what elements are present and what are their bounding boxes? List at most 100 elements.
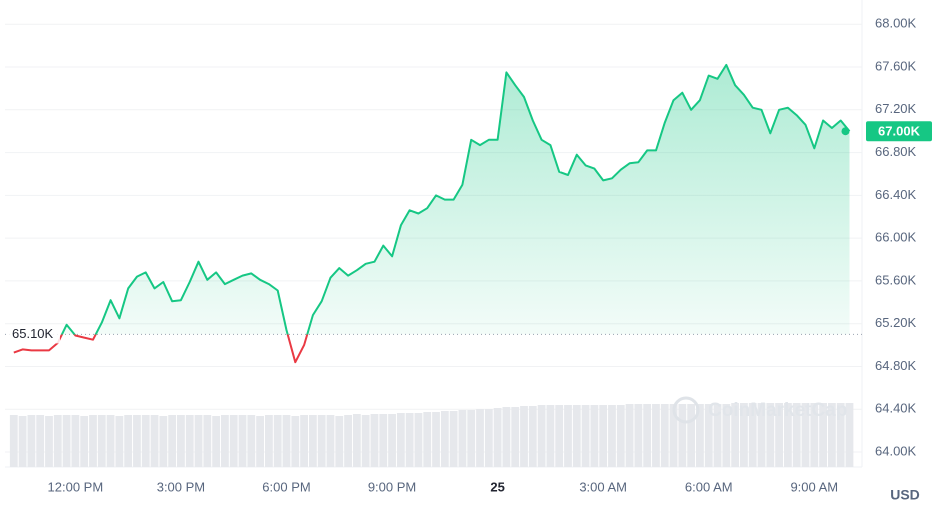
volume-bar — [62, 415, 71, 467]
volume-bar — [9, 415, 18, 467]
volume-bar — [379, 414, 388, 467]
volume-bar — [669, 404, 678, 467]
volume-bar — [704, 404, 713, 467]
x-tick-label: 9:00 PM — [368, 479, 416, 494]
volume-bar — [722, 404, 731, 467]
volume-bar — [370, 414, 379, 467]
volume-bar — [256, 416, 265, 467]
volume-bar — [71, 415, 80, 467]
y-tick-label: 68.00K — [875, 16, 917, 31]
volume-bar — [308, 415, 317, 467]
volume-bar — [238, 415, 247, 467]
volume-bar — [660, 404, 669, 467]
volume-bar — [467, 410, 476, 467]
baseline-label-bg — [8, 325, 60, 344]
volume-bar — [696, 404, 704, 467]
volume-bar — [810, 403, 819, 467]
volume-bar — [168, 415, 177, 467]
volume-bar — [317, 415, 326, 467]
price-line — [13, 63, 851, 364]
volume-bar — [652, 404, 660, 467]
volume-bar — [836, 403, 845, 467]
volume-bar — [221, 415, 229, 467]
y-tick-label: 67.20K — [875, 101, 917, 116]
volume-bar — [608, 405, 616, 467]
volume-bar — [845, 403, 854, 467]
volume-bar — [546, 405, 555, 467]
volume-bar — [528, 406, 537, 467]
volume-bar — [229, 415, 238, 467]
y-tick-label: 64.40K — [875, 401, 917, 416]
volume-bar — [784, 403, 792, 467]
x-tick-label: 6:00 AM — [685, 479, 733, 494]
y-tick-label: 64.00K — [875, 443, 917, 458]
volume-bar — [53, 415, 62, 467]
volume-bar — [396, 413, 405, 467]
y-tick-label: 64.80K — [875, 358, 917, 373]
volume-bar — [616, 405, 625, 467]
volume-bar — [265, 415, 273, 467]
volume-bar — [203, 415, 212, 467]
volume-bar — [440, 411, 449, 467]
baseline-label: 65.10K — [12, 326, 54, 341]
volume-bar — [80, 416, 89, 467]
volume-bar — [555, 405, 564, 467]
volume-bar — [18, 416, 27, 467]
volume-bar — [757, 403, 766, 467]
volume-bar — [449, 411, 458, 467]
volume-bar — [194, 415, 203, 467]
volume-bar — [502, 407, 511, 467]
volume-bar — [405, 413, 414, 467]
volume-bar — [599, 405, 608, 467]
volume-bar — [731, 403, 740, 467]
volume-bar — [432, 412, 440, 467]
y-tick-label: 65.20K — [875, 315, 917, 330]
volume-bar — [115, 416, 124, 467]
price-area — [61, 64, 850, 335]
current-label-bg — [866, 121, 932, 142]
volume-bar — [520, 406, 528, 467]
volume-bar — [45, 416, 53, 467]
volume-bar — [361, 415, 370, 467]
volume-bar — [590, 405, 599, 467]
volume-bar — [150, 415, 159, 467]
volume-bar — [344, 415, 352, 467]
volume-bar — [141, 415, 150, 467]
x-tick-label: 9:00 AM — [790, 479, 838, 494]
currency-label: USD — [890, 487, 920, 503]
volume-bar — [97, 415, 106, 467]
volume-bar — [335, 416, 344, 467]
volume-bar — [581, 405, 590, 467]
x-tick-label: 6:00 PM — [262, 479, 310, 494]
y-tick-label: 65.60K — [875, 272, 917, 287]
volume-bar — [212, 416, 221, 467]
volume-bar — [643, 404, 652, 467]
volume-bar — [537, 405, 546, 467]
volume-bar — [133, 415, 141, 467]
x-tick-label: 3:00 PM — [157, 479, 205, 494]
y-tick-label: 66.00K — [875, 230, 917, 245]
volume-bar — [282, 415, 291, 467]
volume-bar — [247, 415, 256, 467]
volume-bar — [792, 403, 801, 467]
volume-bar — [36, 415, 45, 467]
volume-bar — [678, 404, 687, 467]
volume-bar — [564, 405, 572, 467]
volume-bar — [458, 410, 467, 467]
volume-bar — [827, 403, 836, 467]
volume-bar — [775, 403, 784, 467]
volume-bar — [511, 407, 520, 467]
volume-bar — [106, 415, 115, 467]
volume-bar — [352, 414, 361, 467]
volume-bar — [273, 415, 282, 467]
volume-bar — [414, 413, 423, 467]
volume-bar — [388, 414, 396, 467]
volume-bar — [177, 415, 185, 467]
volume-bar — [476, 409, 484, 467]
volume-bar — [300, 415, 308, 467]
x-tick-label: 12:00 PM — [48, 479, 104, 494]
volume-bar — [634, 404, 643, 467]
y-tick-label: 66.40K — [875, 187, 917, 202]
y-tick-label: 66.80K — [875, 144, 917, 159]
